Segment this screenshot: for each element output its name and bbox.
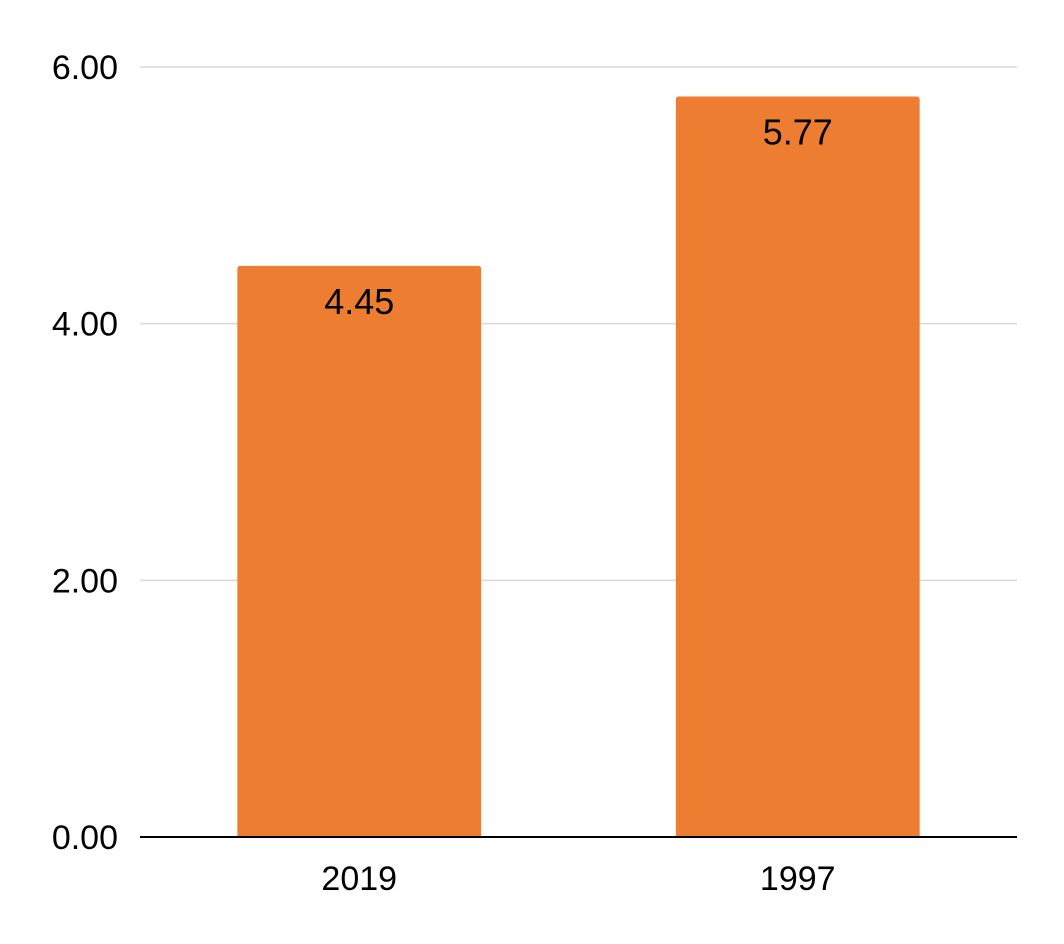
y-tick-label: 2.00 [52,562,118,600]
y-tick-label: 0.00 [52,819,118,857]
bar-2019 [237,265,482,838]
bar-1997 [675,96,920,838]
data-label: 4.45 [324,281,394,322]
data-labels: 4.45 5.77 [324,112,833,322]
bars [237,96,920,838]
x-category-label: 2019 [321,860,397,898]
data-label: 5.77 [763,112,833,153]
y-tick-label: 6.00 [52,49,118,87]
x-category-label: 1997 [760,860,836,898]
x-axis-category-labels: 2019 1997 [321,860,835,898]
y-axis-tick-labels: 0.00 2.00 4.00 6.00 [52,49,118,857]
y-tick-label: 4.00 [52,306,118,344]
